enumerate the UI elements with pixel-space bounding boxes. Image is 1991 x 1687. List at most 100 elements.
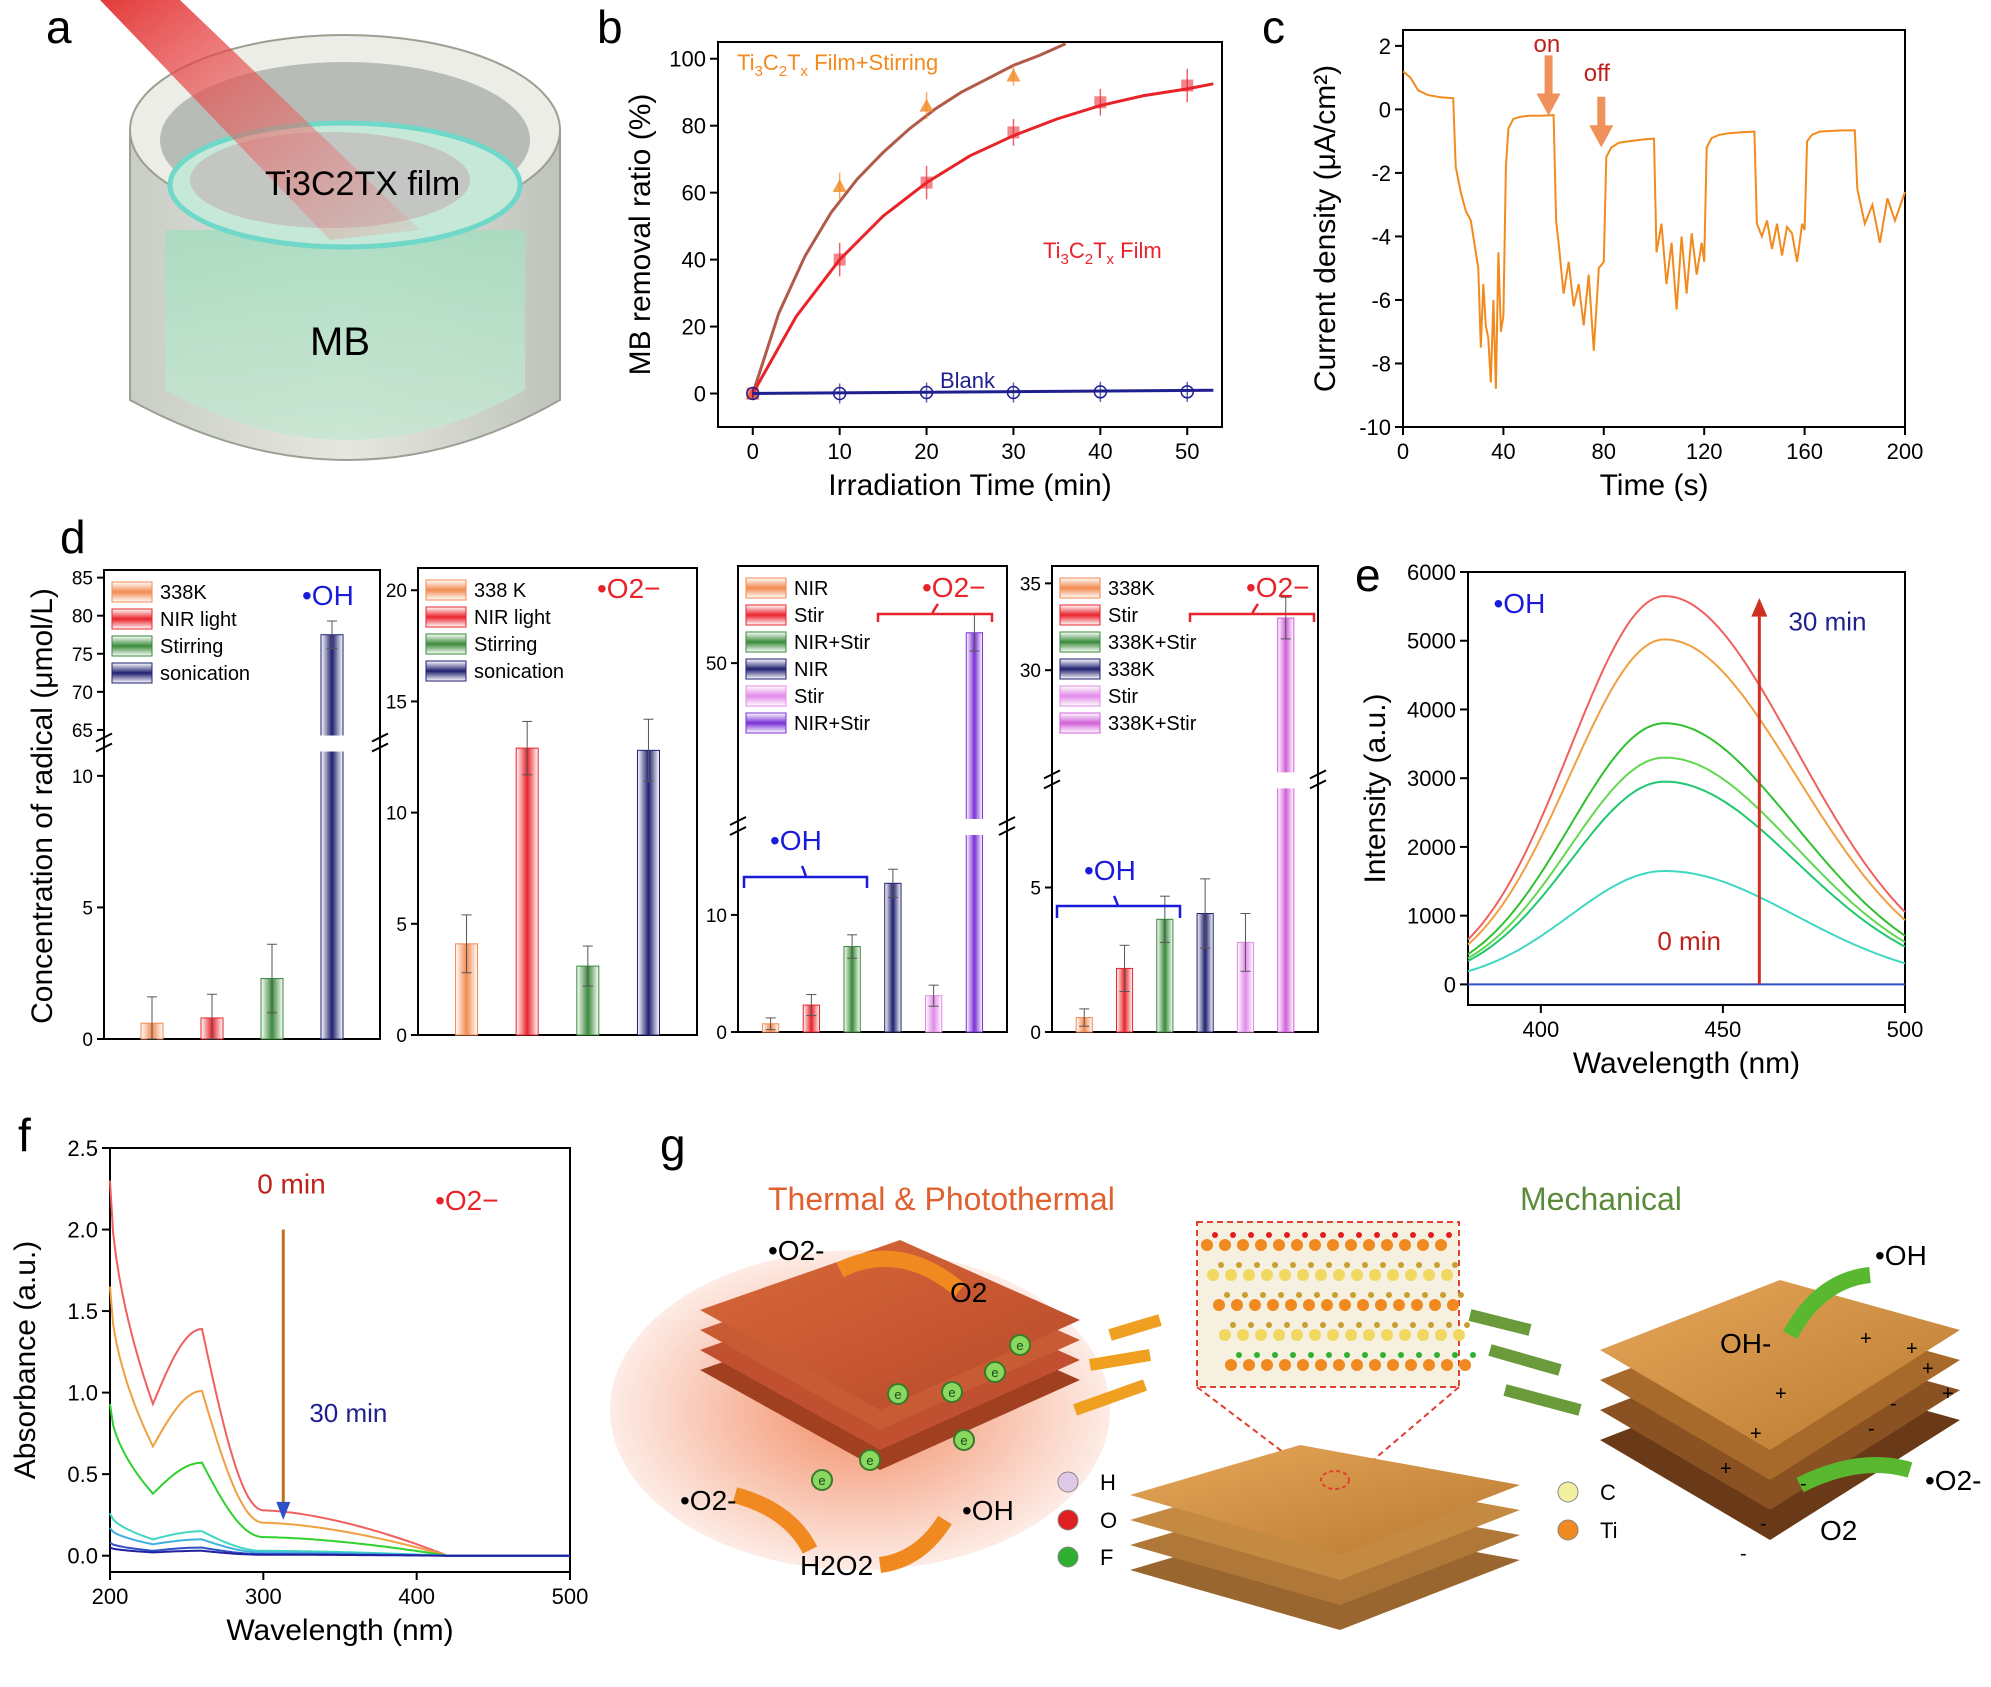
c-xtick-label: 80 [1592,439,1616,464]
b-point [919,98,934,112]
d2-ytick-label: 15 [386,692,407,713]
b-point [1006,385,1021,400]
f-xlabel: Wavelength (nm) [226,1614,453,1647]
b-point [1180,385,1194,399]
b-point [832,178,847,192]
e-frame [1467,571,1906,1006]
crystal-atom [1320,1322,1326,1328]
svg-text:-: - [1890,1393,1897,1415]
d1-ytick-label: 0 [82,1030,93,1051]
crystal-atom [1230,1232,1236,1238]
c-ytick-label: 0 [1379,97,1391,122]
f-absorbance-line [109,1512,570,1557]
e-ytick-label: 1000 [1407,904,1456,929]
atom-legend-swatch [1557,1519,1579,1541]
svg-text:+: + [1775,1383,1787,1405]
f-frame [109,1147,571,1573]
crystal-atom [1350,1292,1356,1298]
d3-legend-label: NIR+Stir [794,713,870,735]
crystal-atom [1254,1262,1260,1268]
c-current-trace [1402,70,1906,389]
c-xtick-label: 40 [1491,439,1515,464]
d3-bar [761,1023,780,1033]
f-ytick-label: 0.0 [67,1544,98,1569]
f-ytick-label: 1.0 [67,1381,98,1406]
crystal-atom [1284,1322,1290,1328]
crystal-atom [1272,1262,1278,1268]
crystal-atom [1423,1359,1435,1371]
crystal-atom [1446,1232,1452,1238]
f-absorbance-line [109,1546,570,1557]
e-spectrum-line [1467,722,1906,956]
crystal-atom [1344,1262,1350,1268]
d3-ytick-label: 0 [716,1023,727,1044]
electron-label: e [960,1433,967,1448]
svg-text:-: - [1800,1473,1807,1495]
d2-ytick-label: 10 [386,804,407,825]
c-ytick-label: -8 [1371,351,1391,376]
d2-legend-label: 338 K [474,580,527,602]
d1-break-mark [95,742,113,753]
crystal-atom [1302,1232,1308,1238]
d3-legend-label: NIR [794,659,828,681]
b-point [746,387,759,400]
crystal-atom [1399,1329,1411,1341]
crystal-atom [1458,1292,1464,1298]
d4-bar [1236,941,1255,1033]
crystal-atom [1266,1322,1272,1328]
f-absorbance-line [109,1527,570,1557]
f-ytick-label: 1.5 [67,1299,98,1324]
b-legend-film: Ti3C2Tx Film [1043,238,1162,268]
d1-legend-label: 338K [160,582,207,604]
d4-legend-swatch [1059,685,1101,707]
crystal-atom [1345,1329,1357,1341]
d2-bar [636,749,660,1036]
d4-break-mark [1309,779,1327,790]
svg-text:+: + [1860,1328,1872,1350]
crystal-atom [1237,1239,1249,1251]
crystal-atom [1399,1239,1411,1251]
crystal-atom [1369,1269,1381,1281]
crystal-atom [1416,1352,1422,1358]
svg-text:+: + [1906,1338,1918,1360]
crystal-atom [1308,1262,1314,1268]
b-point [1006,68,1021,82]
d2-frame [417,567,698,1036]
d3-o2-brace [876,603,994,622]
d3-bar [843,946,861,1033]
crystal-atom [1393,1299,1405,1311]
d4-bar [1156,918,1174,1033]
crystal-atom [1327,1239,1339,1251]
crystal-atom [1297,1359,1309,1371]
crystal-atom [1464,1322,1470,1328]
crystal-atom [1255,1329,1267,1341]
d4-ytick-label: 5 [1030,879,1041,900]
panel-letter-d: d [60,511,86,563]
svg-text:+: + [1922,1358,1934,1380]
crystal-atom [1290,1262,1296,1268]
d1-bar [320,634,344,1040]
d2-ytick-label: 5 [396,915,407,936]
d1-ytick-label: 75 [72,645,93,666]
d4-bar [1115,967,1134,1033]
d1-legend-swatch [111,581,153,603]
d4-ytick-label: 35 [1020,574,1041,595]
e-xtick-label: 450 [1705,1017,1742,1042]
b-point [833,253,846,266]
d4-radical-oh: •OH [1084,855,1136,886]
d3-radical-oh: •OH [770,825,822,856]
crystal-atom [1243,1359,1255,1371]
crystal-atom [1225,1269,1237,1281]
electron-label: e [1016,1338,1023,1353]
crystal-atom [1387,1269,1399,1281]
label-o2-radical-right: •O2- [1925,1465,1981,1496]
crystal-atom [1452,1262,1458,1268]
f-xtick-label: 400 [398,1584,435,1609]
svg-text:-: - [1760,1513,1767,1535]
b-xtick-label: 50 [1175,439,1199,464]
c-xtick-label: 200 [1887,439,1924,464]
arrow-o2-to-radical-right [1796,1457,1913,1493]
e-xlabel: Wavelength (nm) [1573,1047,1800,1080]
svg-text:+: + [1720,1458,1732,1480]
b-xtick-label: 30 [1001,439,1025,464]
